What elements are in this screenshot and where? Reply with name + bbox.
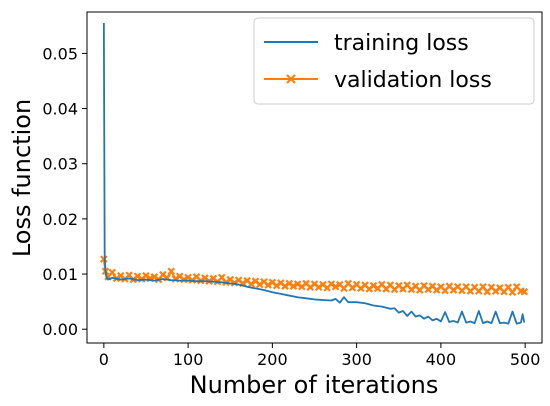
x-tick-label: 500 [510, 350, 541, 369]
data-point-validation-loss [167, 267, 176, 276]
x-axis-ticks: 0 100 200 300 400 500 [99, 343, 541, 369]
y-tick-label: 0.00 [42, 320, 78, 339]
data-point-validation-loss [520, 287, 529, 296]
x-tick-label: 100 [173, 350, 204, 369]
legend-label-training-loss: training loss [334, 31, 469, 56]
y-tick-label: 0.01 [42, 265, 78, 284]
legend-marker-validation-loss [286, 74, 296, 84]
legend-x-marker [286, 74, 296, 84]
y-tick-label: 0.03 [42, 155, 78, 174]
x-axis-title: Number of iterations [190, 371, 439, 399]
data-point-validation-loss [108, 268, 117, 277]
x-tick-label: 400 [426, 350, 457, 369]
y-axis-ticks: 0.00 0.01 0.02 0.03 0.04 0.05 [42, 44, 87, 339]
legend: training loss validation loss [253, 17, 535, 105]
series-line-training-loss [102, 23, 526, 325]
y-tick-label: 0.04 [42, 100, 78, 119]
x-tick-label: 200 [257, 350, 288, 369]
legend-box [253, 17, 535, 105]
y-tick-label: 0.05 [42, 44, 78, 63]
legend-label-validation-loss: validation loss [334, 68, 492, 93]
series-layer [100, 23, 529, 325]
x-tick-label: 300 [341, 350, 372, 369]
y-tick-label: 0.02 [42, 210, 78, 229]
y-axis-title: Loss function [8, 99, 36, 257]
x-tick-label: 0 [99, 350, 109, 369]
plot-frame [86, 11, 543, 344]
data-point-validation-loss [331, 282, 340, 291]
data-point-validation-loss [289, 282, 298, 290]
data-point-validation-loss [100, 255, 108, 263]
